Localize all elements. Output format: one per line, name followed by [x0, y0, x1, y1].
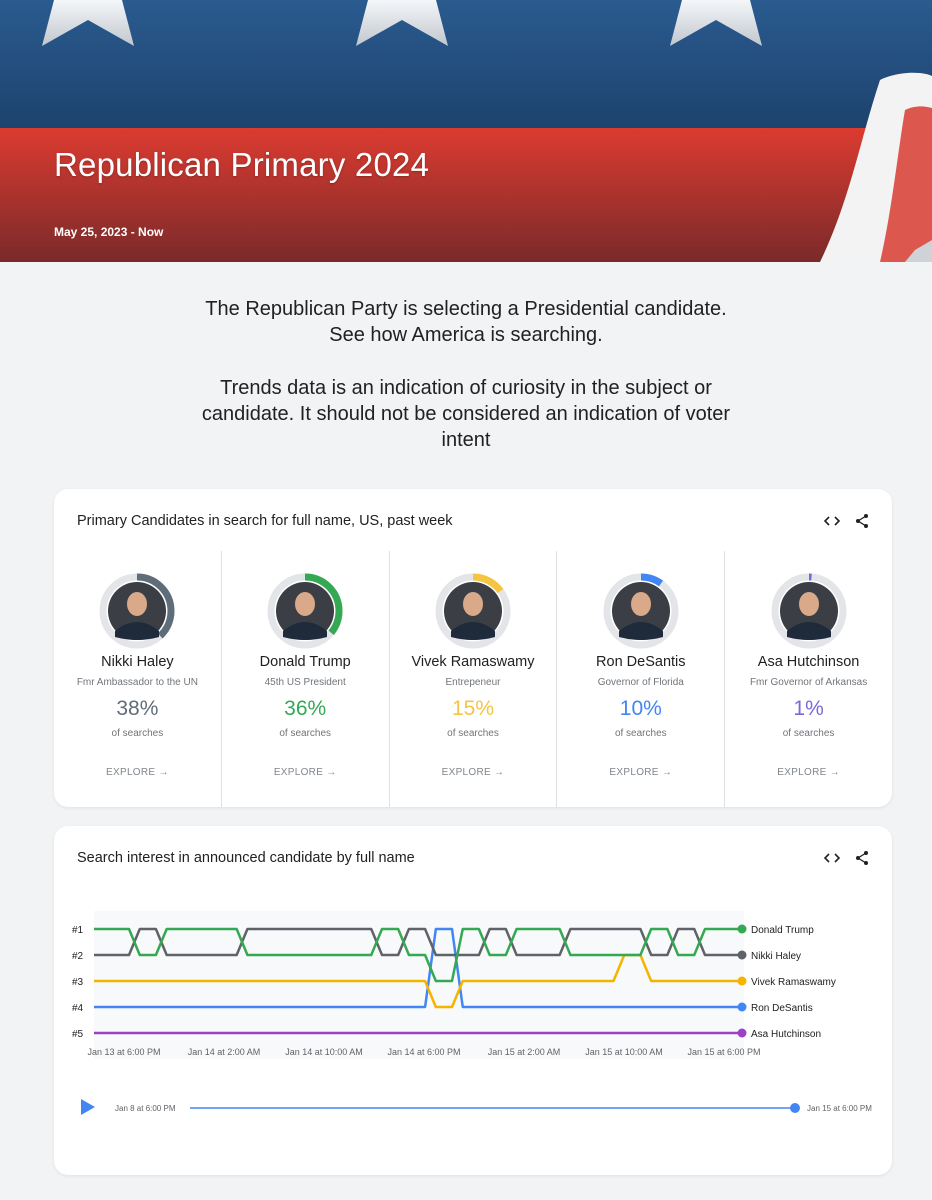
- candidate-role: 45th US President: [264, 677, 346, 688]
- explore-label: EXPLORE: [777, 767, 827, 778]
- candidate-column: Vivek Ramaswamy Entrepeneur 15% of searches…: [390, 551, 558, 807]
- candidate-column: Asa Hutchinson Fmr Governor of Arkansas 1%…: [725, 551, 892, 807]
- series-line-1: [94, 927, 740, 957]
- timeline-end-label: Jan 15 at 6:00 PM: [807, 1104, 872, 1113]
- interest-card-title: Search interest in announced candidate b…: [77, 850, 415, 866]
- explore-link[interactable]: EXPLORE →: [557, 767, 724, 778]
- candidate-role: Governor of Florida: [597, 677, 684, 688]
- x-tick-label: Jan 13 at 6:00 PM: [87, 1047, 160, 1057]
- explore-link[interactable]: EXPLORE →: [222, 767, 389, 778]
- page-title: Republican Primary 2024: [54, 146, 430, 183]
- y-tick-label: #2: [72, 951, 84, 962]
- candidate-name: Donald Trump: [259, 654, 351, 670]
- timeline-handle[interactable]: [790, 1103, 800, 1113]
- arrow-right-icon: →: [658, 767, 673, 778]
- play-button[interactable]: [80, 1098, 96, 1121]
- hero-banner: Republican Primary 2024 May 25, 2023 - N…: [0, 0, 932, 262]
- candidate-percent: 10%: [619, 697, 662, 720]
- interest-card: Search interest in announced candidate b…: [54, 826, 892, 1175]
- x-tick-label: Jan 15 at 6:00 PM: [687, 1047, 760, 1057]
- explore-label: EXPLORE: [106, 767, 156, 778]
- rank-chart: #1 #2 #3 #4 #5 Donald Trump Nikki Haley Vivek R…: [72, 911, 872, 1113]
- candidate-percent: 1%: [793, 697, 824, 720]
- y-tick-label: #4: [72, 1003, 84, 1014]
- candidate-share-arc: [771, 573, 847, 649]
- of-searches-label: of searches: [111, 728, 164, 739]
- candidate-share-ring: [603, 573, 679, 649]
- candidate-name: Vivek Ramaswamy: [411, 654, 535, 670]
- explore-label: EXPLORE: [441, 767, 491, 778]
- candidate-name: Nikki Haley: [101, 654, 174, 670]
- candidate-share-arc: [267, 573, 343, 649]
- series-end-point: [737, 950, 747, 960]
- legend-label: Donald Trump: [751, 925, 814, 936]
- arrow-right-icon: →: [323, 767, 337, 778]
- x-tick-label: Jan 14 at 6:00 PM: [387, 1047, 460, 1057]
- x-tick-label: Jan 15 at 10:00 AM: [585, 1047, 663, 1057]
- arrow-right-icon: →: [826, 767, 840, 778]
- candidate-percent: 15%: [451, 697, 494, 720]
- series-line-0: [94, 927, 740, 983]
- share-icon[interactable]: [854, 513, 870, 529]
- candidate-share-arc: [603, 573, 679, 649]
- legend-label: Nikki Haley: [751, 951, 801, 962]
- x-tick-label: Jan 14 at 2:00 AM: [188, 1047, 261, 1057]
- arrow-right-icon: →: [155, 767, 169, 778]
- intro-text: The Republican Party is selecting a Pres…: [186, 296, 746, 480]
- candidates-list: Nikki Haley Fmr Ambassador to the UN 38% of…: [54, 551, 892, 807]
- x-tick-label: Jan 15 at 2:00 AM: [488, 1047, 561, 1057]
- candidate-role: Fmr Governor of Arkansas: [749, 677, 868, 688]
- series-end-point: [737, 924, 747, 934]
- candidate-share-ring: [99, 573, 175, 649]
- candidate-share-ring: [435, 573, 511, 649]
- candidate-role: Fmr Ambassador to the UN: [76, 677, 198, 688]
- candidate-percent: 36%: [284, 697, 327, 720]
- code-icon[interactable]: [823, 513, 841, 529]
- of-searches-label: of searches: [614, 728, 667, 739]
- candidates-card-title: Primary Candidates in search for full na…: [77, 513, 453, 529]
- code-icon[interactable]: [823, 850, 841, 866]
- candidate-share-ring: [771, 573, 847, 649]
- candidate-share-arc: [99, 573, 175, 649]
- candidate-share-ring: [267, 573, 343, 649]
- candidate-name: Asa Hutchinson: [757, 654, 860, 670]
- share-icon[interactable]: [854, 850, 870, 866]
- series-end-point: [737, 1002, 747, 1012]
- explore-label: EXPLORE: [273, 767, 324, 778]
- timeline-start-label: Jan 8 at 6:00 PM: [115, 1104, 176, 1113]
- candidates-card: Primary Candidates in search for full na…: [54, 489, 892, 807]
- arrow-right-icon: →: [490, 767, 505, 778]
- y-tick-label: #5: [72, 1029, 84, 1040]
- explore-link[interactable]: EXPLORE →: [725, 767, 892, 778]
- explore-link[interactable]: EXPLORE →: [390, 767, 557, 778]
- of-searches-label: of searches: [782, 728, 835, 739]
- candidate-share-arc: [435, 573, 511, 649]
- x-tick-label: Jan 14 at 10:00 AM: [285, 1047, 363, 1057]
- legend-label: Ron DeSantis: [751, 1003, 813, 1014]
- date-range: May 25, 2023 - Now: [54, 225, 164, 239]
- explore-label: EXPLORE: [609, 767, 659, 778]
- candidate-column: Ron DeSantis Governor of Florida 10% of sea…: [557, 551, 726, 807]
- of-searches-label: of searches: [447, 728, 499, 739]
- series-line-3: [94, 927, 740, 1009]
- intro-paragraph-2: Trends data is an indication of curiosit…: [201, 377, 731, 451]
- legend-label: Vivek Ramaswamy: [751, 977, 836, 988]
- y-tick-label: #1: [72, 925, 84, 936]
- candidate-name: Ron DeSantis: [596, 654, 686, 670]
- intro-paragraph-1: The Republican Party is selecting a Pres…: [205, 298, 727, 346]
- chart-plot-area: [94, 911, 744, 1059]
- candidate-percent: 38%: [116, 697, 159, 720]
- series-end-point: [737, 976, 747, 986]
- of-searches-label: of searches: [279, 728, 332, 739]
- y-tick-label: #3: [72, 977, 84, 988]
- candidate-column: Donald Trump 45th US President 36% of searc…: [222, 551, 390, 807]
- candidate-role: Entrepeneur: [445, 677, 501, 688]
- flag-illustration: [0, 0, 932, 262]
- series-end-point: [737, 1028, 747, 1038]
- candidate-column: Nikki Haley Fmr Ambassador to the UN 38% of…: [54, 551, 222, 807]
- explore-link[interactable]: EXPLORE →: [54, 767, 221, 778]
- legend-label: Asa Hutchinson: [751, 1029, 821, 1040]
